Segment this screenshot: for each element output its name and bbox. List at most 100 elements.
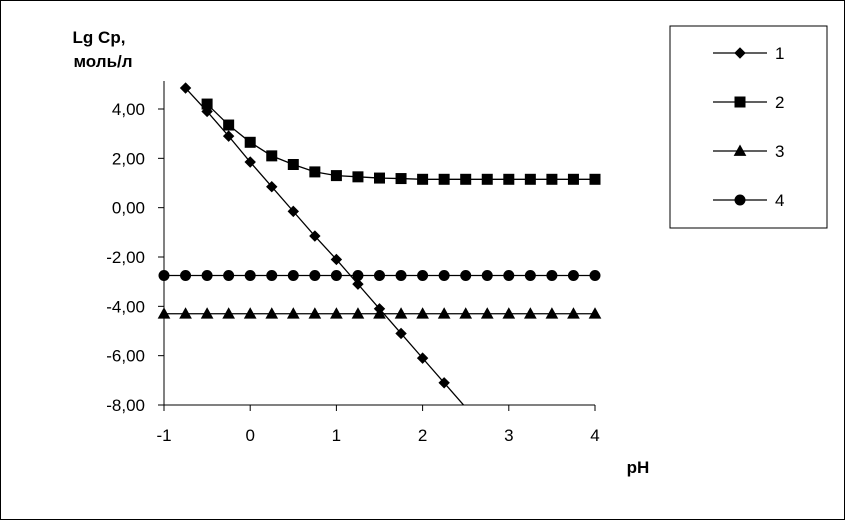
series-3-point — [179, 307, 192, 319]
series-4-point — [309, 270, 321, 281]
series-1-point — [395, 327, 407, 340]
series-4-point — [352, 270, 364, 281]
series-4-point — [158, 270, 170, 281]
series-2-point — [589, 173, 601, 185]
series-3-point — [373, 307, 386, 319]
y-tick-label: -6,00 — [106, 347, 145, 366]
legend-entry: 2 — [713, 93, 784, 112]
y-tick-label: -2,00 — [106, 248, 145, 267]
series-1-point — [330, 253, 343, 266]
series-4-point — [503, 270, 515, 281]
series-2-point — [352, 171, 364, 183]
series-2-point — [395, 173, 407, 185]
legend-entry: 4 — [713, 191, 784, 210]
y-axis-unit: моль/л — [73, 52, 132, 71]
series-1-point — [244, 156, 256, 168]
series-3-point — [394, 307, 408, 319]
series-3-point — [459, 307, 473, 319]
legend-marker — [734, 47, 746, 59]
series-3-point — [480, 307, 494, 319]
series-4-point — [374, 270, 385, 281]
series-3-point — [351, 307, 365, 319]
series-4-point — [438, 270, 450, 281]
series-2-line — [206, 103, 595, 180]
series-1-line — [185, 87, 465, 405]
series-2-point — [330, 170, 342, 182]
series-1-point — [179, 82, 192, 94]
series-4-point — [395, 270, 407, 281]
series-3-point — [416, 307, 429, 319]
series-4-point — [266, 270, 278, 281]
series-1-point — [266, 180, 278, 193]
legend-box — [669, 25, 828, 229]
series-3-point — [243, 307, 257, 319]
series-3-point — [308, 307, 322, 319]
series-4-point — [201, 270, 213, 281]
series-2-point — [460, 173, 472, 185]
series-2-point — [244, 136, 256, 148]
series-4-point — [244, 270, 256, 281]
series-2-point — [309, 166, 321, 178]
series-2 — [201, 98, 601, 185]
series-2-point — [223, 119, 235, 131]
series-4-point — [460, 270, 472, 281]
legend-label: 2 — [775, 93, 784, 112]
x-axis-title: pH — [627, 458, 650, 477]
series-4-point — [223, 270, 235, 281]
y-tick-label: 0,00 — [112, 199, 145, 218]
series-3-point — [588, 307, 602, 319]
series-3-point — [524, 307, 537, 319]
series-2-point — [546, 173, 558, 185]
legend-label: 1 — [775, 44, 784, 63]
series-1-point — [309, 230, 321, 242]
series-1-point — [222, 130, 235, 142]
legend-marker — [734, 96, 746, 108]
series-1-point — [416, 352, 429, 364]
series-3-point — [222, 307, 235, 319]
series-3 — [157, 307, 602, 319]
series-2-point — [438, 173, 450, 185]
series-4-point — [180, 270, 192, 281]
series-3-point — [567, 307, 580, 319]
series-4 — [158, 270, 601, 281]
series-1-point — [287, 205, 300, 218]
series-2-point — [481, 173, 493, 185]
series-3-point — [286, 307, 300, 319]
series-4-point — [589, 270, 601, 281]
x-tick-label: 4 — [590, 426, 599, 445]
series-3-point — [545, 307, 559, 319]
series-2-point — [503, 173, 515, 185]
y-tick-label: 4,00 — [112, 100, 145, 119]
legend-marker — [734, 194, 746, 206]
series-layer — [157, 82, 602, 405]
x-tick-label: 0 — [245, 426, 254, 445]
series-2-point — [287, 159, 299, 170]
series-2-point — [201, 98, 213, 110]
legend-entry: 1 — [713, 44, 784, 63]
y-axis-title: Lg Cp, — [73, 28, 126, 47]
y-tick-label: -4,00 — [106, 297, 145, 316]
series-4-point — [417, 270, 429, 281]
x-tick-label: 1 — [332, 426, 341, 445]
legend-entry: 3 — [713, 142, 784, 161]
series-2-point — [374, 172, 385, 184]
series-3-point — [502, 307, 516, 319]
legend-marker — [733, 144, 747, 156]
series-4-point — [287, 270, 299, 281]
series-3-point — [437, 307, 451, 319]
series-1-point — [352, 278, 364, 290]
series-1 — [179, 82, 465, 405]
series-2-point — [417, 173, 429, 185]
legend-label: 4 — [775, 191, 784, 210]
y-tick-label: -8,00 — [106, 396, 145, 415]
legend-label: 3 — [775, 142, 784, 161]
axes-layer: -8,00 -6,00 -4,00 -2,00 0,00 2,00 4,00 -1 0 1 2 3 4 — [106, 81, 600, 445]
series-4-point — [330, 270, 342, 281]
series-4-point — [481, 270, 493, 281]
x-tick-label: 2 — [418, 426, 427, 445]
x-tick-label: -1 — [156, 426, 171, 445]
series-3-point — [157, 307, 171, 319]
series-2-point — [567, 173, 579, 185]
series-2-point — [266, 150, 278, 162]
